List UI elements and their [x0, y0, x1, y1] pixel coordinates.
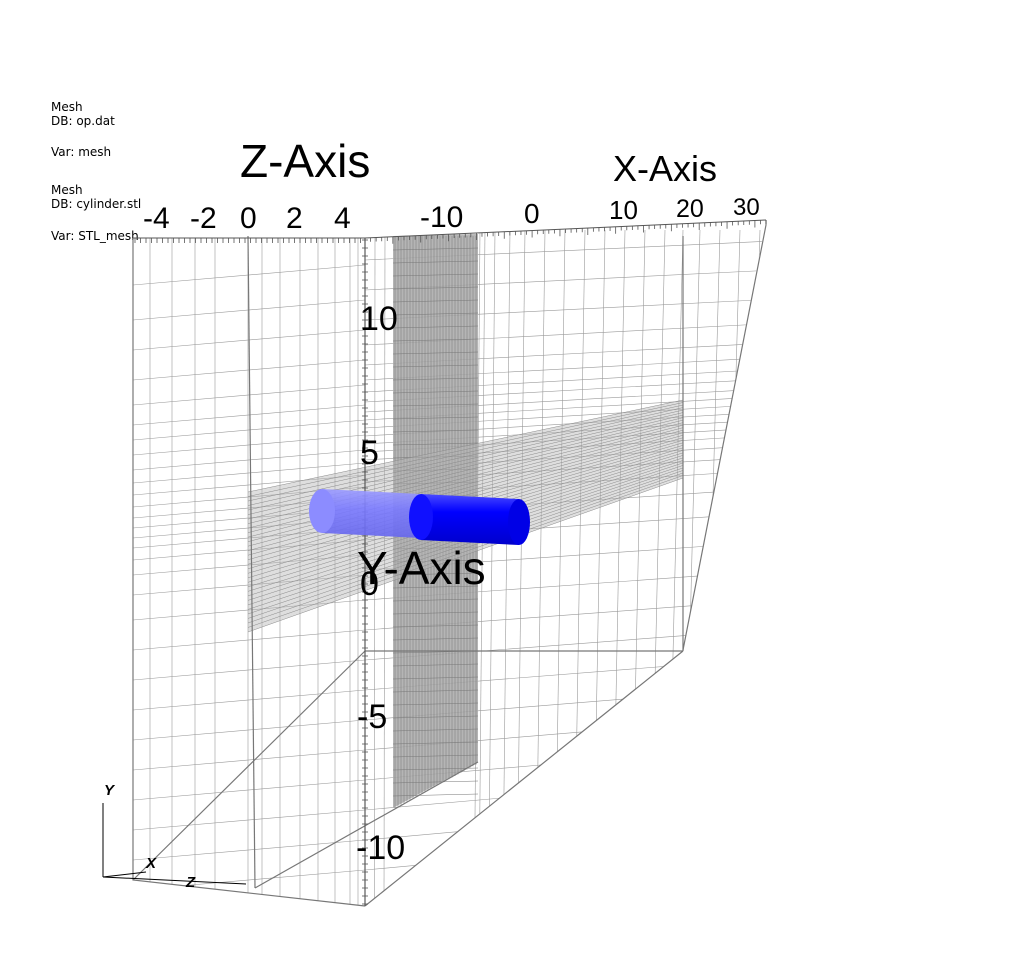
y-tick-label: 5: [360, 434, 379, 472]
x-tick-label: 30: [733, 194, 760, 221]
triad-x-label: X: [145, 855, 157, 872]
z-tick-label: -4: [143, 202, 170, 235]
y-tick-label: -10: [356, 829, 405, 867]
z-tick-label: 2: [286, 202, 303, 235]
y-tick-label: -5: [357, 698, 387, 736]
x-tick-label: 0: [524, 198, 540, 229]
axes-triad: [103, 803, 246, 884]
z-tick-label: 0: [240, 202, 257, 235]
triad-y-label: Y: [104, 782, 116, 799]
cylinder: [409, 494, 530, 545]
z-axis-tick-labels: -4 -2 0 2 4: [143, 202, 351, 235]
z-axis-title: Z-Axis: [240, 135, 370, 187]
y-tick-label: 0: [360, 565, 379, 603]
y-tick-label: 10: [360, 300, 398, 338]
x-axis-title: X-Axis: [613, 148, 717, 189]
triad-z-label: Z: [185, 874, 196, 891]
x-tick-label: -10: [420, 201, 463, 234]
x-tick-label: 10: [609, 195, 638, 225]
z-tick-label: 4: [334, 202, 351, 235]
x-tick-label: 20: [676, 195, 704, 223]
cylinder-ghost: [309, 489, 420, 538]
z-tick-label: -2: [190, 202, 217, 235]
